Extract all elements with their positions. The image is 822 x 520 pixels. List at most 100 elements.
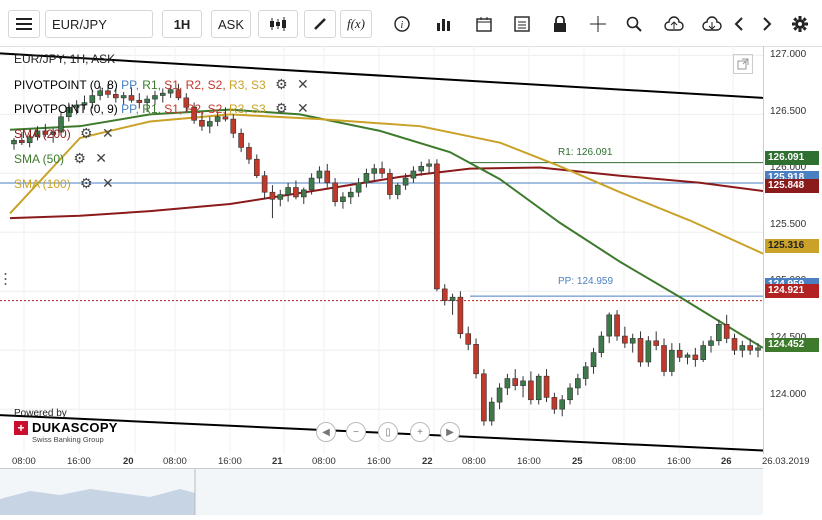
candle-body [120,95,127,99]
chevron-right-icon[interactable] [758,10,776,38]
candle-body [629,338,636,344]
draw-pen-icon[interactable] [304,10,336,38]
time-label: 25 [572,456,583,467]
candle-body [230,118,237,134]
pivot-level-label: S2, [204,78,226,92]
gear-icon[interactable]: ⚙ [275,76,288,92]
hamburger-icon[interactable] [8,10,40,38]
pivot-level-label: S3 [247,78,266,92]
pivot-level-label: R1, [138,78,161,92]
legend-pivot-2: PIVOTPOINT (0, 9) PP, R1, S1, R2, S2, R3… [14,100,309,117]
zoom-in-button[interactable]: + [410,422,430,442]
candle-type-icon[interactable] [258,10,298,38]
candle-body [105,90,111,95]
indicator-fx-icon[interactable]: f(x) [340,10,372,38]
popout-icon[interactable] [733,54,753,74]
candle-body [199,119,205,127]
candle-body [394,184,401,195]
timeframe-select[interactable]: 1H [162,10,202,38]
candle-body [708,340,714,346]
candle-body [418,165,425,172]
candle-body [692,354,699,360]
symbol-label: EUR/JPY [52,16,107,32]
candle-body [473,344,479,375]
bar-chart-icon[interactable] [430,10,458,38]
price-label-partial: 124.500 [770,332,806,343]
price-label: 126.500 [770,106,807,117]
gear-icon[interactable]: ⚙ [275,100,288,116]
navigator[interactable] [0,468,763,515]
navigator-area [0,489,195,515]
candle-body [528,380,534,401]
close-icon[interactable]: ✕ [95,150,107,166]
candle-body [716,323,722,342]
gear-icon[interactable]: ⚙ [73,150,86,166]
chart-area[interactable]: EUR/JPY, 1H, ASK PIVOTPOINT (0, 8) PP, R… [0,46,822,454]
sma200-line [9,166,763,220]
powered-by-text: Powered by [14,408,67,419]
candle-body [598,335,605,353]
legend-pivot-1-name: PIVOTPOINT (0, 8) [14,78,118,92]
candle-body [755,347,761,351]
r1-price-tag: 126.091 [765,151,819,165]
lock-icon[interactable] [546,10,574,38]
candle-body [731,338,738,351]
chevron-left-icon[interactable] [730,10,748,38]
reset-view-button[interactable]: ▯ [378,422,398,442]
calendar-icon[interactable] [470,10,498,38]
dukascopy-logo: Powered by + DUKASCOPY Swiss Banking Gro… [14,408,118,444]
crosshair-icon[interactable] [584,10,612,38]
legend-pivot-1-levels: PP, R1, S1, R2, S2, R3, S3 [121,78,266,92]
pivot-level-label: R1, [138,102,161,116]
time-axis: 08:00 16:00 20 08:00 16:00 21 08:00 16:00 22 08:0… [0,454,810,468]
pivot-level-label: R2, [182,78,205,92]
close-icon[interactable]: ✕ [296,100,309,116]
candle-body [19,140,25,143]
pivot-level-label: PP, [121,102,139,116]
candle-body [567,387,573,401]
candle-body [26,136,33,143]
scroll-right-button[interactable]: ▶ [440,422,460,442]
current-price-tag: 124.921 [765,284,819,298]
drag-handle[interactable] [4,272,7,286]
legend-sma-50: SMA (50) ⚙ ✕ [14,150,107,167]
info-icon[interactable]: i [388,10,416,38]
candle-body [559,399,566,410]
zoom-out-button[interactable]: − [346,422,366,442]
candle-body [371,168,378,174]
candle-body [535,375,542,401]
gear-icon[interactable] [788,10,812,38]
pivot-level-label: S1, [160,78,183,92]
gear-icon[interactable]: ⚙ [80,125,93,141]
candle-body [402,177,409,186]
candle-body [214,116,221,122]
side-select[interactable]: ASK [211,10,251,38]
candle-body [340,196,346,202]
scroll-left-button[interactable]: ◀ [316,422,336,442]
time-label: 08:00 [12,456,36,467]
close-icon[interactable]: ✕ [101,125,114,141]
time-label: 08:00 [163,456,187,467]
upload-cloud-icon[interactable] [660,10,688,38]
settings-window-icon[interactable] [508,10,536,38]
symbol-select[interactable]: EUR/JPY [45,10,153,38]
pp-annotation: PP: 124.959 [558,276,614,287]
zoom-icon[interactable] [620,10,648,38]
candle-body [347,191,354,198]
close-icon[interactable]: ✕ [101,175,114,191]
navigator-chart [0,469,196,515]
download-cloud-icon[interactable] [698,10,726,38]
candle-body [293,187,299,198]
candle-body [355,182,362,193]
time-label: 08:00 [462,456,486,467]
channel-upper-line [0,52,763,99]
candle-body [488,401,495,422]
candle-body [637,338,644,363]
candle-body [253,158,260,177]
candle-body [700,345,706,360]
candle-body [152,95,158,100]
gear-icon[interactable]: ⚙ [80,175,93,191]
close-icon[interactable]: ✕ [296,76,309,92]
pivot-level-label: S2, [204,102,226,116]
time-label: 21 [272,456,283,467]
